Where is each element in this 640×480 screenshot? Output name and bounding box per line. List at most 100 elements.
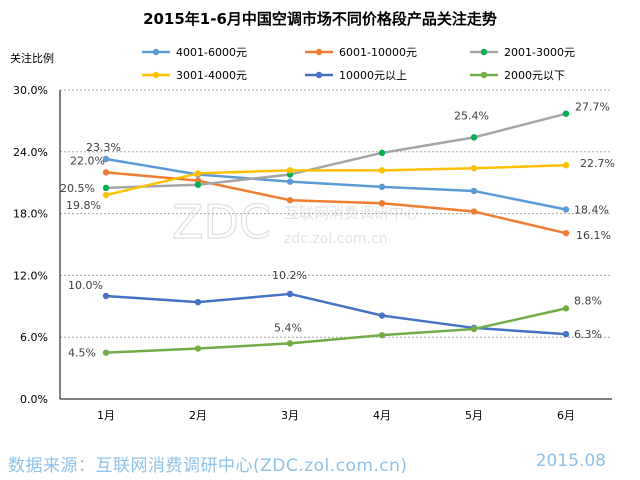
data-point	[286, 290, 294, 298]
footer: 数据来源：互联网消费调研中心(ZDC.zol.com.cn) 2015.08	[0, 444, 640, 480]
legend-marker	[315, 71, 323, 79]
legend-label: 4001-6000元	[176, 46, 247, 59]
data-point	[286, 340, 294, 347]
legend-item: 4001-6000元	[142, 46, 247, 59]
data-point	[378, 331, 386, 339]
y-tick-label: 24.0%	[13, 146, 48, 159]
x-tick-label: 2月	[189, 409, 207, 422]
data-point	[378, 149, 386, 157]
legend-item: 2001-3000元	[470, 46, 575, 59]
data-point	[562, 110, 570, 117]
data-label: 27.7%	[575, 101, 610, 114]
data-labels: 23.3% 18.4% 22.0% 16.1% 20.5% 25.4% 27.7% 19.8%…	[60, 101, 615, 360]
data-point	[378, 200, 386, 207]
legend-marker	[480, 48, 488, 56]
data-point	[102, 184, 110, 192]
watermark-cn: 互联网消费调研中心	[284, 204, 419, 222]
x-tick-label: 1月	[97, 409, 115, 422]
y-tick-labels: 0.0% 6.0% 12.0% 18.0% 24.0% 30.0%	[13, 84, 48, 406]
data-label: 8.8%	[574, 294, 602, 307]
y-tick-label: 12.0%	[13, 269, 48, 282]
data-point	[562, 161, 570, 169]
legend-label: 10000元以上	[339, 69, 407, 82]
watermark-brand: ZDC	[172, 195, 271, 249]
legend: 4001-6000元 6001-10000元 2001-3000元 3001-4000…	[142, 46, 575, 82]
data-point	[102, 155, 110, 163]
data-point	[378, 312, 386, 319]
data-label: 25.4%	[454, 109, 489, 122]
x-tick-label: 6月	[557, 409, 575, 422]
data-point	[194, 298, 202, 306]
y-tick-label: 18.0%	[13, 208, 48, 221]
series-line-s10000plus	[105, 292, 567, 336]
data-point	[102, 292, 110, 300]
chart-title: 2015年1-6月中国空调市场不同价格段产品关注走势	[143, 10, 497, 28]
data-label: 5.4%	[274, 321, 302, 334]
legend-item: 10000元以上	[305, 69, 407, 82]
data-label: 20.5%	[60, 182, 95, 195]
data-point	[470, 325, 478, 333]
data-label: 16.1%	[576, 229, 611, 242]
y-axis-label: 关注比例	[10, 51, 54, 65]
watermark-url: zdc.zol.com.cn	[284, 231, 388, 247]
data-point	[470, 165, 478, 172]
data-point	[562, 229, 570, 237]
series-line-s6001_10000	[105, 171, 567, 235]
x-tick-labels: 1月 2月 3月 4月 5月 6月	[97, 409, 575, 422]
data-label: 4.5%	[68, 347, 96, 360]
data-point	[470, 208, 478, 215]
series-lines	[102, 110, 570, 356]
legend-marker	[152, 71, 160, 79]
data-point	[562, 330, 570, 338]
data-label: 10.0%	[68, 279, 103, 292]
series-line-s2001_3000	[105, 112, 567, 190]
data-point	[102, 349, 110, 356]
data-label: 6.3%	[574, 328, 602, 341]
y-tick-label: 30.0%	[13, 84, 48, 97]
legend-label: 2000元以下	[504, 69, 565, 82]
legend-marker	[152, 48, 160, 56]
data-point	[470, 187, 478, 195]
x-tick-label: 5月	[465, 409, 483, 422]
data-point	[102, 169, 110, 176]
data-label: 22.0%	[70, 154, 105, 167]
gridlines	[60, 89, 612, 338]
data-point	[194, 170, 202, 177]
data-point	[286, 197, 294, 204]
legend-item: 3001-4000元	[142, 69, 247, 82]
data-label: 22.7%	[580, 157, 615, 170]
data-point	[286, 167, 294, 174]
data-label: 10.2%	[272, 269, 307, 282]
series-line-s2000minus	[105, 307, 567, 354]
data-point	[102, 191, 110, 199]
footer-date: 2015.08	[535, 451, 606, 471]
data-point	[378, 167, 386, 174]
series-line-s4001_6000	[105, 157, 567, 211]
legend-label: 3001-4000元	[176, 69, 247, 82]
legend-label: 2001-3000元	[504, 46, 575, 59]
data-point	[378, 183, 386, 191]
legend-marker	[480, 71, 488, 79]
data-point	[562, 305, 570, 312]
data-label: 23.3%	[86, 141, 121, 154]
legend-label: 6001-10000元	[339, 46, 417, 59]
legend-item: 2000元以下	[470, 69, 565, 82]
data-point	[562, 206, 570, 213]
y-tick-label: 6.0%	[20, 331, 48, 344]
data-label: 18.4%	[574, 203, 609, 216]
data-point	[470, 134, 478, 141]
legend-item: 6001-10000元	[305, 46, 417, 59]
data-point	[194, 345, 202, 352]
data-label: 19.8%	[66, 199, 101, 212]
footer-source: 数据来源：互联网消费调研中心(ZDC.zol.com.cn)	[8, 456, 408, 476]
data-point	[194, 181, 202, 188]
watermark: ZDC 互联网消费调研中心 zdc.zol.com.cn	[171, 194, 419, 249]
axes	[59, 90, 612, 400]
x-tick-label: 4月	[373, 409, 391, 422]
x-tick-label: 3月	[281, 409, 299, 422]
series-line-s3001_4000	[105, 163, 567, 197]
y-tick-label: 0.0%	[20, 393, 48, 406]
legend-marker	[315, 48, 323, 56]
data-point	[286, 178, 294, 185]
line-chart: 2015年1-6月中国空调市场不同价格段产品关注走势 关注比例 ZDC 互联网消…	[10, 10, 615, 422]
